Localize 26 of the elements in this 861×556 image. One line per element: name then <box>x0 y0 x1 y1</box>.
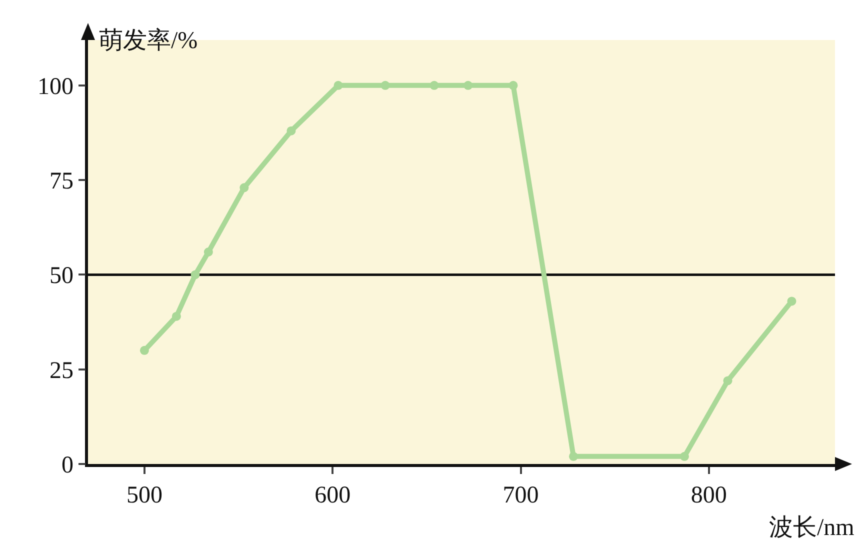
point <box>172 312 181 321</box>
x-tick-label: 700 <box>502 482 539 509</box>
y-tick-label: 50 <box>49 263 74 290</box>
point <box>240 183 249 192</box>
point <box>568 452 578 461</box>
x-tick-label: 600 <box>314 482 351 509</box>
y-tick-label: 75 <box>49 168 74 194</box>
point <box>464 80 473 90</box>
point <box>723 376 732 386</box>
point <box>334 80 343 90</box>
point <box>380 80 390 90</box>
x-tick-label: 500 <box>126 482 162 509</box>
point <box>680 452 689 461</box>
point <box>508 80 518 90</box>
point <box>190 270 200 280</box>
x-tick-label: 800 <box>690 482 727 509</box>
point <box>787 296 796 306</box>
point <box>204 248 213 256</box>
y-axis-title: 萌发率/% <box>99 27 198 54</box>
y-tick-label: 0 <box>61 452 74 478</box>
point <box>286 126 296 136</box>
point <box>430 80 439 90</box>
y-tick-label: 25 <box>49 358 74 384</box>
y-tick-label: 100 <box>37 74 74 100</box>
x-axis-title: 波长/nm <box>769 515 855 541</box>
point <box>140 346 149 355</box>
